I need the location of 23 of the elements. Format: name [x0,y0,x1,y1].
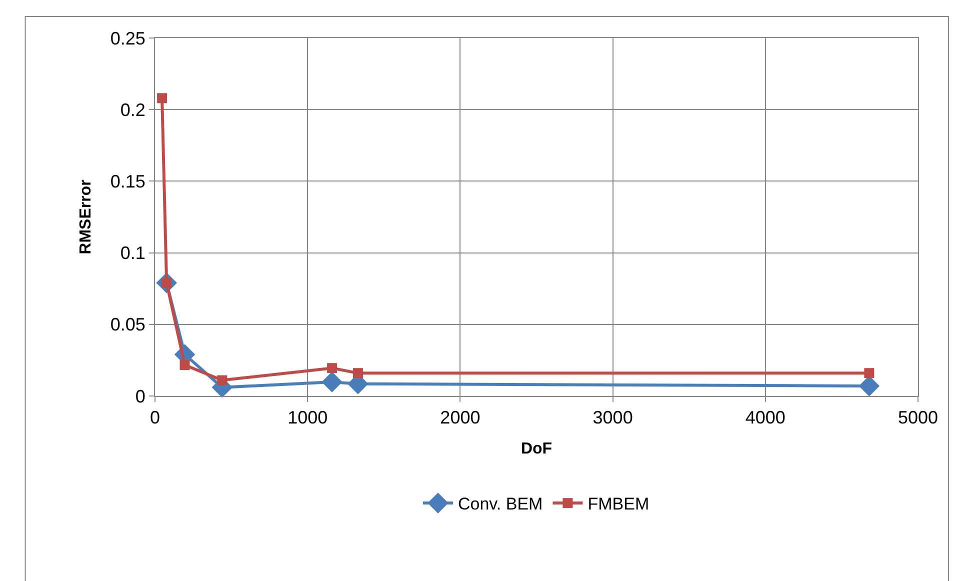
x-tick-label: 0 [150,408,160,428]
x-tick-label: 4000 [745,408,786,428]
point [157,93,168,104]
point [327,363,338,374]
y-tick-label: 0 [135,386,146,406]
point [352,368,363,378]
legend-label: Conv. BEM [458,494,543,514]
y-axis-title: RMSError [77,180,94,254]
x-tick-label: 2000 [440,408,480,428]
x-tick-label: 5000 [898,408,938,428]
point [864,368,874,378]
point [217,375,228,386]
y-tick-label: 0.25 [110,28,146,48]
y-tick-label: 0.1 [120,243,146,264]
point [322,372,342,392]
x-tick-label: 3000 [592,408,633,428]
x-tick-label: 1000 [288,408,328,428]
legend-label: FMBEM [588,494,650,514]
point [180,360,190,370]
y-tick-label: 0.05 [110,314,146,335]
y-tick-label: 0.2 [120,100,146,120]
y-tick-label: 0.15 [110,172,146,192]
x-axis-title: DoF [520,440,552,458]
